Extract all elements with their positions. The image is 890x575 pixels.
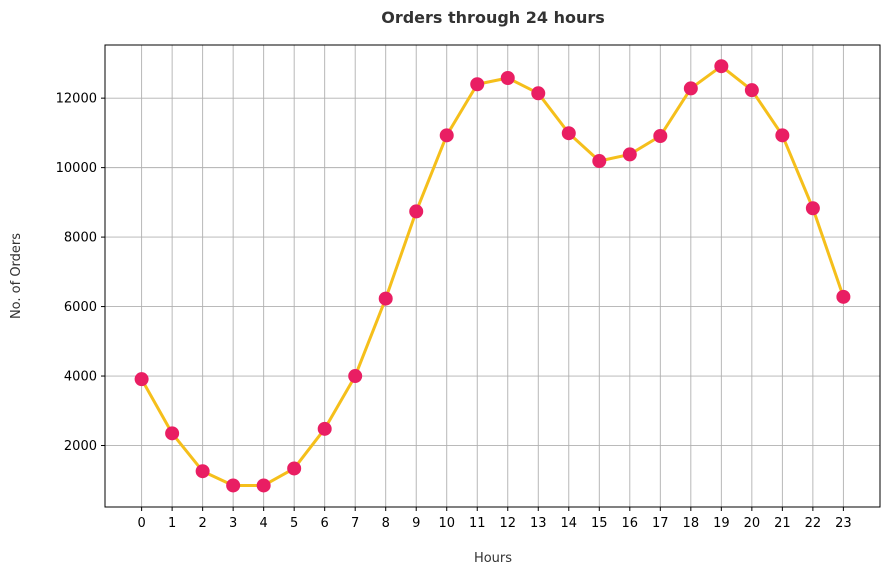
- x-tick-label: 4: [260, 516, 268, 531]
- x-tick-label: 11: [469, 516, 486, 531]
- data-point: [592, 154, 607, 169]
- y-tick-label: 6000: [64, 300, 97, 315]
- x-tick-label: 8: [382, 516, 390, 531]
- x-axis-label: Hours: [474, 551, 512, 566]
- x-tick-label: 9: [412, 516, 420, 531]
- data-point: [714, 59, 729, 74]
- data-point: [622, 147, 637, 162]
- x-tick-label: 3: [229, 516, 237, 531]
- y-tick-label: 4000: [64, 370, 97, 385]
- data-point: [836, 289, 851, 304]
- data-point: [561, 126, 576, 141]
- x-tick-label: 16: [622, 516, 639, 531]
- data-point: [165, 426, 180, 441]
- data-point: [775, 128, 790, 143]
- x-tick-label: 21: [774, 516, 791, 531]
- x-tick-label: 17: [652, 516, 669, 531]
- data-point: [439, 128, 454, 143]
- x-tick-label: 12: [499, 516, 516, 531]
- x-tick-label: 14: [561, 516, 578, 531]
- series: [134, 59, 851, 493]
- data-point: [500, 71, 515, 85]
- data-point: [256, 478, 271, 493]
- x-tick-label: 0: [137, 516, 145, 531]
- y-tick-label: 8000: [64, 231, 97, 246]
- x-tick-label: 6: [321, 516, 329, 531]
- x-tick-label: 5: [290, 516, 298, 531]
- x-tick-label: 1: [168, 516, 176, 531]
- x-tick-label: 15: [591, 516, 608, 531]
- data-point: [317, 421, 332, 436]
- grid: [105, 45, 880, 507]
- chart-title: Orders through 24 hours: [381, 8, 605, 27]
- y-axis-label: No. of Orders: [9, 233, 24, 319]
- data-point: [378, 291, 393, 306]
- x-tick-label: 10: [438, 516, 455, 531]
- data-point: [805, 201, 820, 216]
- y-axis-ticks: 2000 4000 6000 8000 10000 12000: [56, 92, 105, 454]
- data-point: [195, 464, 210, 479]
- y-tick-label: 10000: [56, 161, 97, 176]
- data-point: [409, 204, 424, 219]
- y-tick-label: 2000: [64, 439, 97, 454]
- data-point: [653, 129, 668, 144]
- data-point: [134, 372, 149, 387]
- x-tick-label: 7: [351, 516, 359, 531]
- data-point: [287, 461, 302, 476]
- x-tick-label: 13: [530, 516, 547, 531]
- plot-frame: [104, 44, 881, 508]
- data-point: [348, 369, 363, 384]
- x-tick-label: 22: [805, 516, 822, 531]
- x-axis-ticks: 0 1 2 3 4 5 6 7 8 9 10 11 12 13 14 15 16 17 18 19 20 21 22 23: [137, 507, 852, 531]
- y-tick-label: 12000: [56, 92, 97, 107]
- x-tick-label: 2: [198, 516, 206, 531]
- data-point: [531, 86, 546, 101]
- x-tick-label: 23: [835, 516, 852, 531]
- data-point: [470, 77, 485, 92]
- x-tick-label: 20: [744, 516, 761, 531]
- data-point: [226, 478, 241, 493]
- data-point: [683, 81, 698, 96]
- x-tick-label: 19: [713, 516, 730, 531]
- x-tick-label: 18: [683, 516, 700, 531]
- data-point: [744, 83, 759, 98]
- series-line: [140, 64, 845, 487]
